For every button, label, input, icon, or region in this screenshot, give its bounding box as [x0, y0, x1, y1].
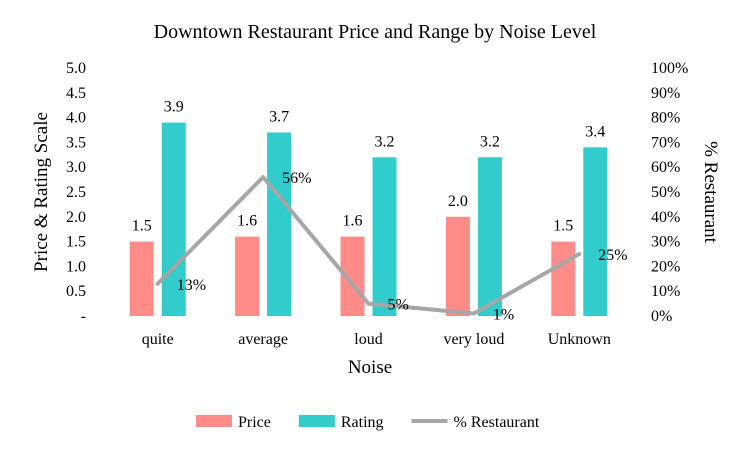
x-tick-label: average	[238, 331, 288, 348]
line-data-label: 56%	[282, 170, 311, 187]
y2-tick-label: 50%	[651, 184, 680, 201]
percent-restaurant-line	[155, 175, 582, 316]
legend-rating-swatch	[298, 415, 335, 427]
bar-data-label: 1.5	[553, 218, 573, 235]
y2-tick-label: 80%	[651, 110, 680, 127]
y2-axis-title: % Restaurant	[700, 141, 721, 244]
rating-bar	[267, 132, 292, 316]
y-axis-ticks: - 0.5 1.0 1.5 2.0 2.5 3.0 3.5 4.0 4.5 5.0	[66, 60, 86, 325]
rating-bar	[372, 157, 397, 316]
bar-data-label: 3.2	[375, 133, 395, 150]
x-axis-title: Noise	[348, 357, 392, 378]
y2-tick-label: 10%	[651, 283, 680, 300]
y-tick-label: -	[81, 308, 86, 325]
line-data-label: 1%	[493, 307, 514, 324]
bar-data-label: 1.6	[343, 213, 363, 230]
rating-bar	[161, 122, 186, 316]
y-tick-label: 5.0	[66, 60, 86, 77]
chart-title: Downtown Restaurant Price and Range by N…	[154, 21, 597, 43]
price-bar	[445, 216, 470, 316]
y-tick-label: 0.5	[66, 283, 86, 300]
line-series	[155, 175, 582, 316]
bar-data-label: 3.4	[585, 123, 605, 140]
y-tick-label: 2.0	[66, 209, 86, 226]
price-bar	[129, 241, 154, 316]
line-data-label: 25%	[598, 247, 627, 264]
x-tick-label: Unknown	[548, 331, 611, 348]
legend: Price Rating % Restaurant	[196, 414, 540, 431]
bar-data-label: 1.5	[132, 218, 152, 235]
y2-tick-label: 30%	[651, 234, 680, 251]
bar-data-label: 3.2	[480, 133, 500, 150]
line-data-label: 5%	[388, 297, 409, 314]
y-tick-label: 4.5	[66, 85, 86, 102]
y-tick-label: 4.0	[66, 110, 86, 127]
legend-price-label: Price	[238, 414, 271, 431]
y2-tick-label: 90%	[651, 85, 680, 102]
data-labels: 1.5 3.9 1.6 3.7 1.6 3.2 2.0 3.2 1.5 3.4 13% 56% 5% 1%…	[132, 99, 628, 324]
y-tick-label: 3.5	[66, 134, 86, 151]
y-tick-label: 1.0	[66, 258, 86, 275]
bar-data-label: 2.0	[448, 193, 468, 210]
price-bar	[551, 241, 576, 316]
y2-tick-label: 0%	[651, 308, 672, 325]
x-tick-label: very loud	[443, 331, 504, 348]
line-data-label: 13%	[177, 277, 206, 294]
y-axis-title: Price & Rating Scale	[31, 112, 52, 272]
y2-tick-label: 20%	[651, 258, 680, 275]
y2-tick-label: 70%	[651, 134, 680, 151]
bar-data-label: 3.7	[269, 108, 289, 125]
rating-bar	[477, 157, 502, 316]
x-tick-label: quite	[142, 331, 174, 348]
bar-data-label: 3.9	[164, 99, 184, 116]
y2-axis-ticks: 0% 10% 20% 30% 40% 50% 60% 70% 80% 90% 100%	[651, 60, 688, 325]
x-tick-label: loud	[354, 331, 382, 348]
y2-tick-label: 40%	[651, 209, 680, 226]
legend-rating-label: Rating	[341, 414, 384, 431]
y-tick-label: 1.5	[66, 234, 86, 251]
bar-data-label: 1.6	[237, 213, 257, 230]
legend-price-swatch	[196, 415, 232, 427]
x-axis-ticks: quite average loud very loud Unknown	[142, 331, 611, 348]
rating-bar	[583, 147, 608, 316]
y2-tick-label: 60%	[651, 159, 680, 176]
y2-tick-label: 100%	[651, 60, 688, 77]
legend--restaurant-label: % Restaurant	[454, 414, 540, 431]
y-tick-label: 2.5	[66, 184, 86, 201]
y-tick-label: 3.0	[66, 159, 86, 176]
price-bar	[235, 236, 260, 316]
